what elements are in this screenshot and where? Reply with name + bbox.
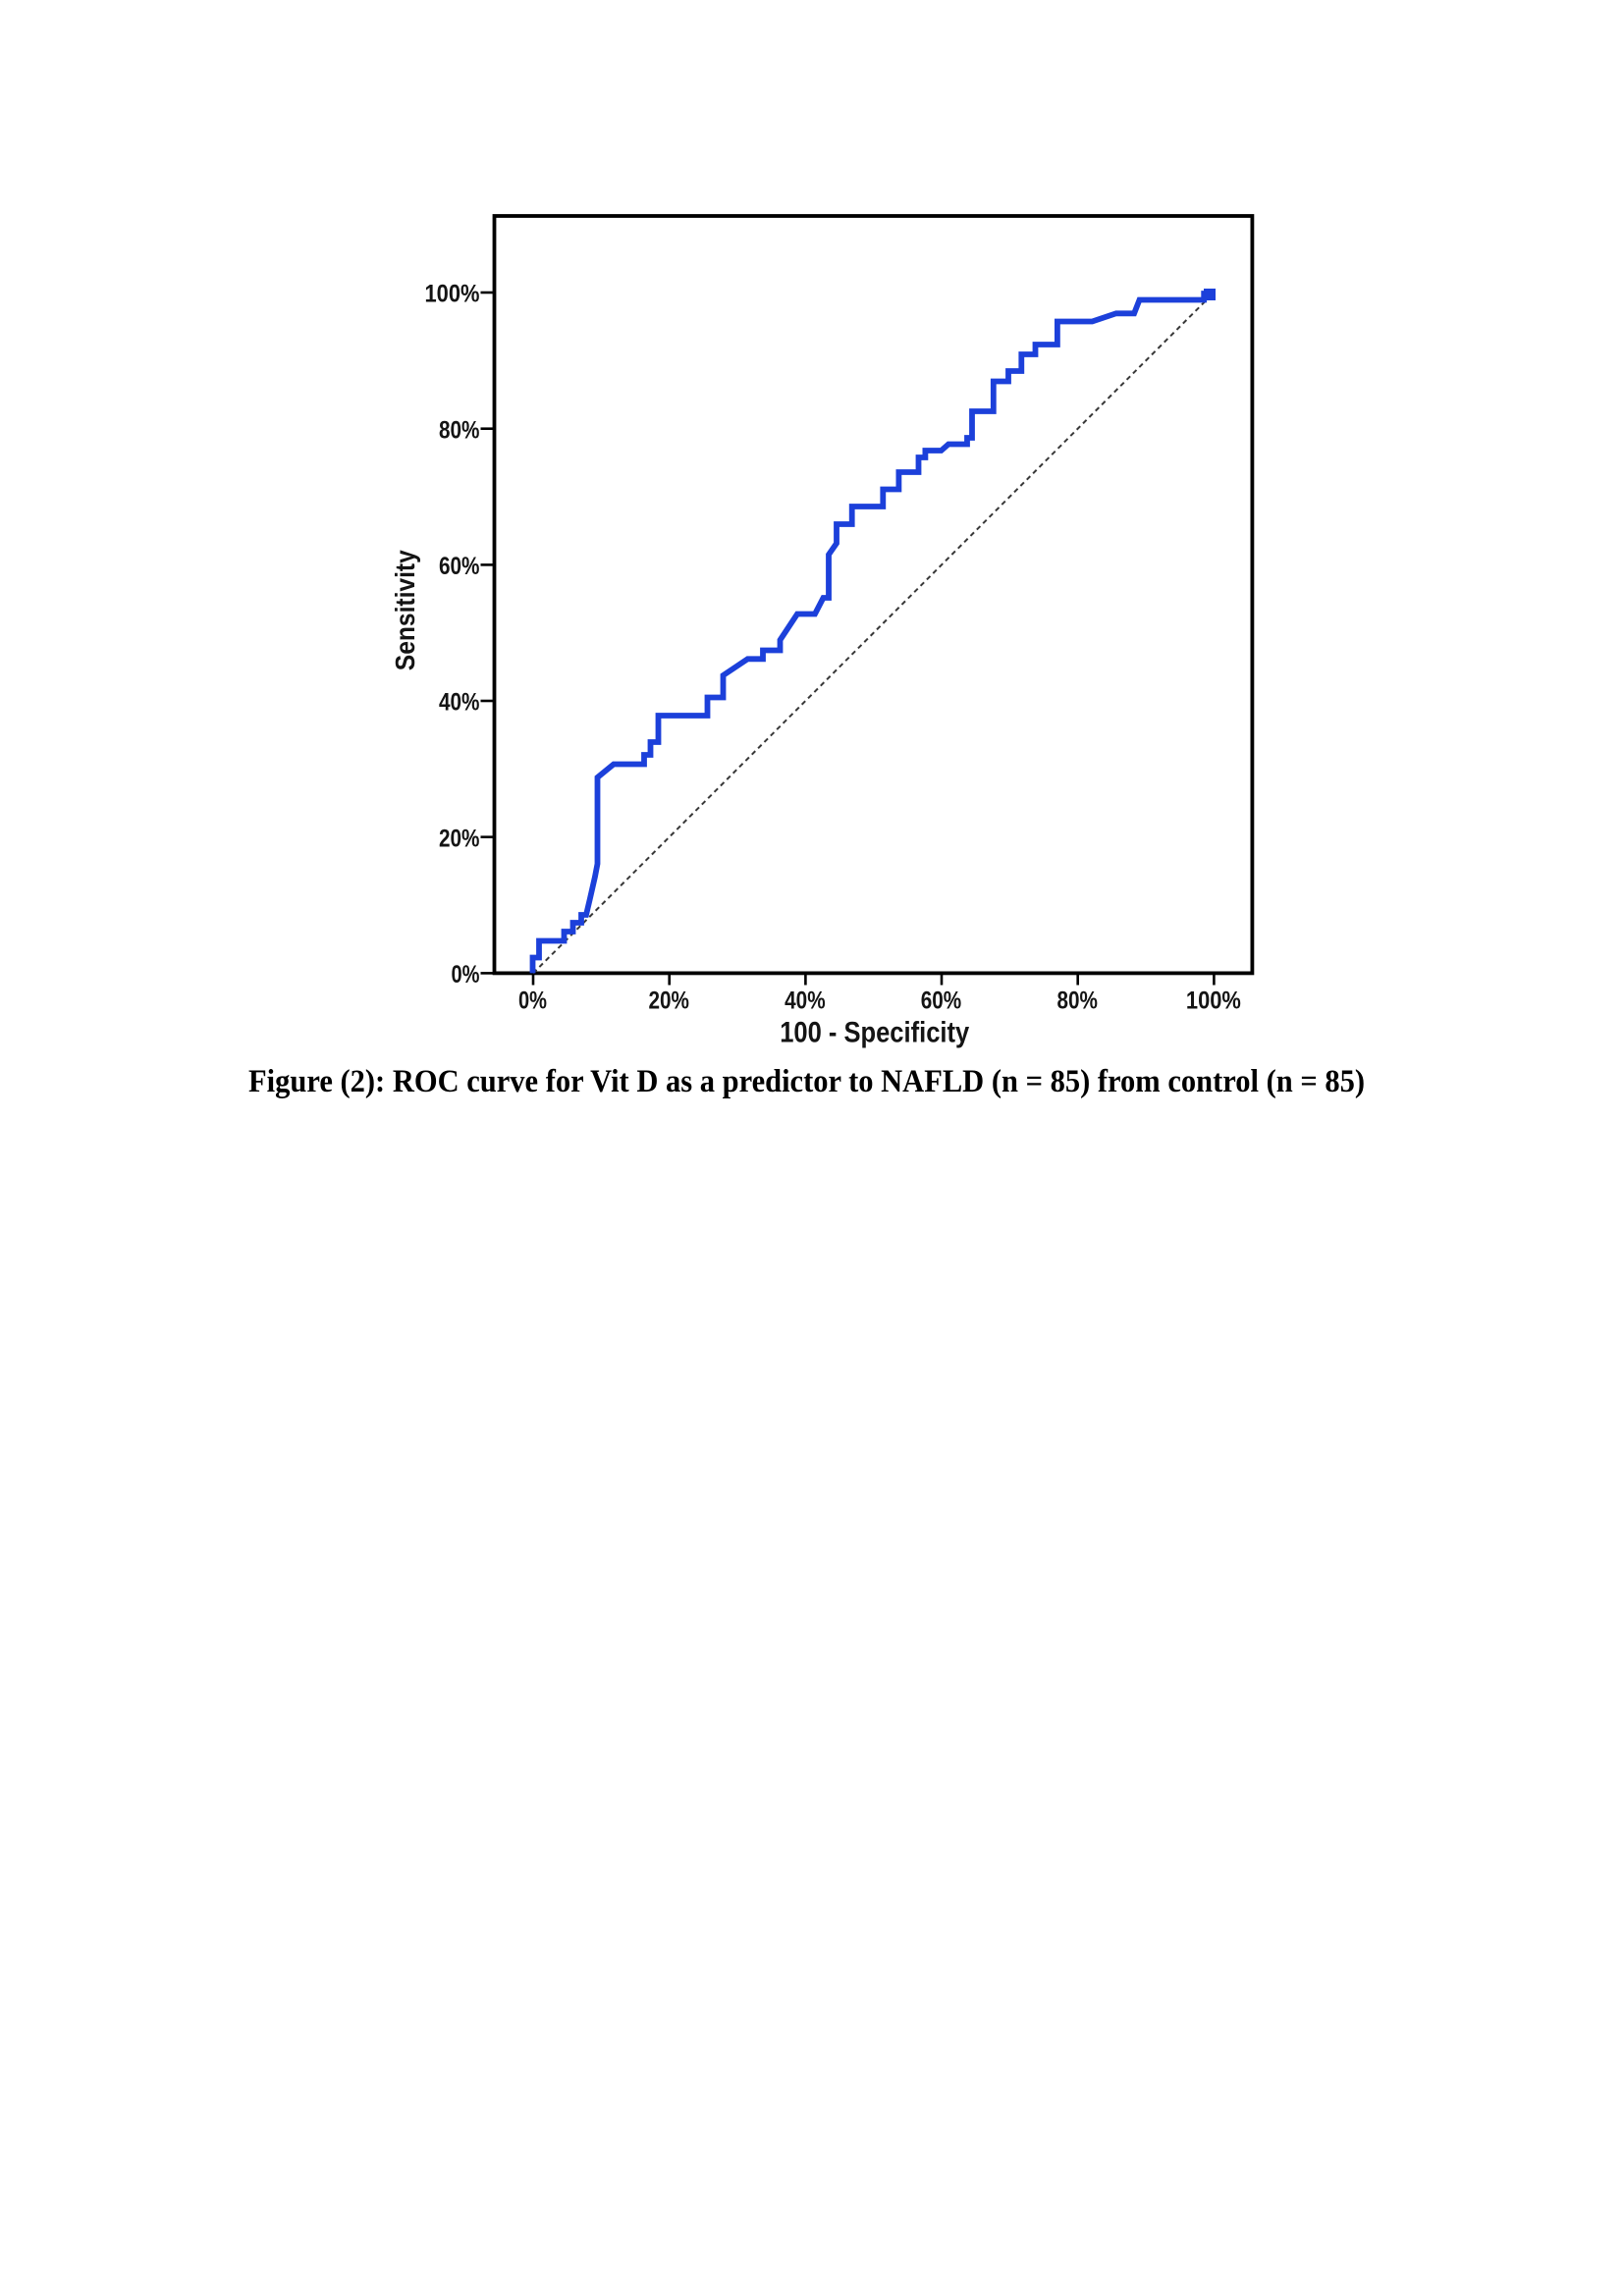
svg-text:100%: 100% xyxy=(1186,988,1241,1015)
svg-text:40%: 40% xyxy=(785,988,826,1015)
svg-text:20%: 20% xyxy=(439,825,480,852)
svg-text:80%: 80% xyxy=(439,416,480,444)
svg-text:40%: 40% xyxy=(439,689,480,717)
svg-text:80%: 80% xyxy=(1056,988,1098,1015)
svg-text:Figure (2): ROC curve for Vit: Figure (2): ROC curve for Vit D as a pre… xyxy=(248,1064,1365,1099)
svg-text:60%: 60% xyxy=(921,988,962,1015)
svg-text:20%: 20% xyxy=(648,988,689,1015)
svg-text:0%: 0% xyxy=(518,988,547,1015)
svg-text:Sensitivity: Sensitivity xyxy=(390,550,420,670)
svg-text:100 - Specificity: 100 - Specificity xyxy=(780,1017,969,1049)
svg-text:100%: 100% xyxy=(425,281,480,308)
svg-text:0%: 0% xyxy=(452,961,480,988)
svg-text:60%: 60% xyxy=(439,553,480,580)
